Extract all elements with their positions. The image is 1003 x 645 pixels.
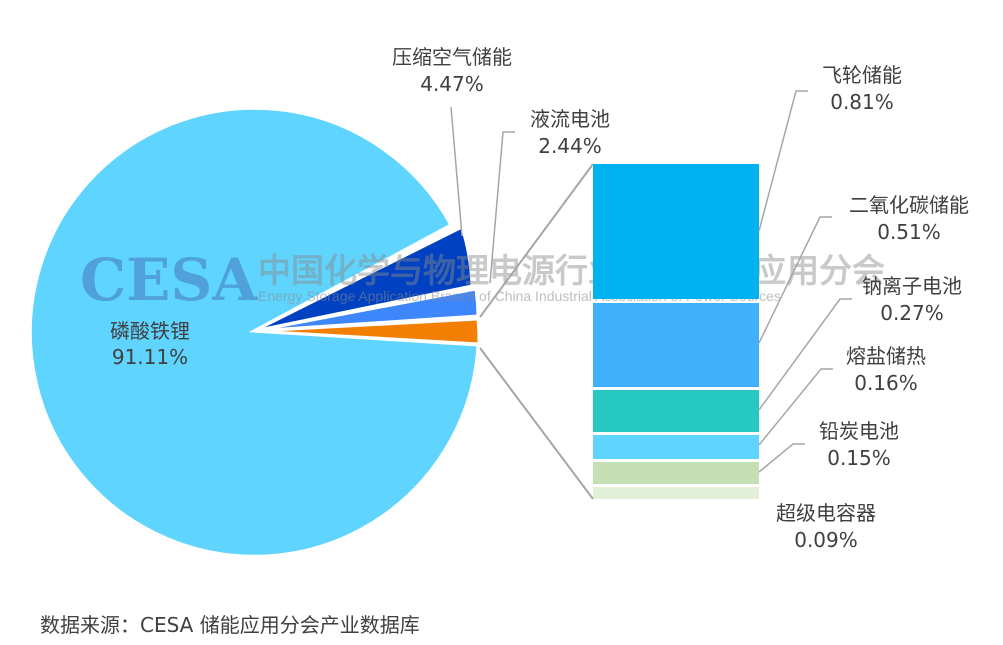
label-co2-name: 二氧化碳储能 <box>849 193 969 217</box>
bar-segment-co2[interactable] <box>593 303 759 387</box>
pie <box>28 106 481 558</box>
label-sodium-ion-name: 钠离子电池 <box>862 274 962 298</box>
bar-segment-molten-salt[interactable] <box>593 435 759 459</box>
pie-slice-other[interactable] <box>253 317 481 346</box>
pie-labels: 磷酸铁锂 91.11% 压缩空气储能 4.47% 液流电池 2.44% <box>110 45 610 369</box>
label-compressed-air-name: 压缩空气储能 <box>392 45 512 69</box>
watermark: CESA 中国化学与物理电源行业协会储能应用分会 Energy Storage … <box>80 246 885 314</box>
label-supercapacitor-value: 0.09% <box>794 528 858 552</box>
label-flow-battery-name: 液流电池 <box>530 107 610 131</box>
label-molten-salt-name: 熔盐储热 <box>846 344 926 368</box>
watermark-cn: 中国化学与物理电源行业协会储能应用分会 <box>258 251 885 290</box>
label-supercapacitor-name: 超级电容器 <box>776 501 876 525</box>
connector-lines <box>479 163 594 500</box>
bar-segment-sodium-ion[interactable] <box>593 390 759 432</box>
label-lead-carbon-value: 0.15% <box>827 446 891 470</box>
pie-slice-compressed-air[interactable] <box>253 224 474 333</box>
label-lead-carbon-name: 铅炭电池 <box>819 419 899 443</box>
bar-segment-flywheel[interactable] <box>593 164 759 299</box>
stacked-bar <box>593 164 759 499</box>
label-flow-battery-value: 2.44% <box>538 134 602 158</box>
label-co2-value: 0.51% <box>877 220 941 244</box>
watermark-logo: CESA <box>80 246 258 314</box>
bar-segment-lead-carbon[interactable] <box>593 462 759 484</box>
label-flywheel-value: 0.81% <box>830 90 894 114</box>
label-compressed-air-value: 4.47% <box>420 72 484 96</box>
label-flywheel-name: 飞轮储能 <box>822 63 902 87</box>
data-source-note: 数据来源：CESA 储能应用分会产业数据库 <box>40 613 420 637</box>
leader-lines <box>450 90 852 473</box>
label-lfp-value: 91.11% <box>112 345 188 369</box>
label-lfp-name: 磷酸铁锂 <box>110 319 190 343</box>
bar-labels: 飞轮储能 0.81% 二氧化碳储能 0.51% 钠离子电池 0.27% 熔盐储热… <box>776 63 969 552</box>
label-sodium-ion-value: 0.27% <box>880 301 944 325</box>
pie-slice-flow-battery[interactable] <box>253 287 480 333</box>
label-molten-salt-value: 0.16% <box>854 371 918 395</box>
bar-segment-supercapacitor[interactable] <box>593 487 759 499</box>
